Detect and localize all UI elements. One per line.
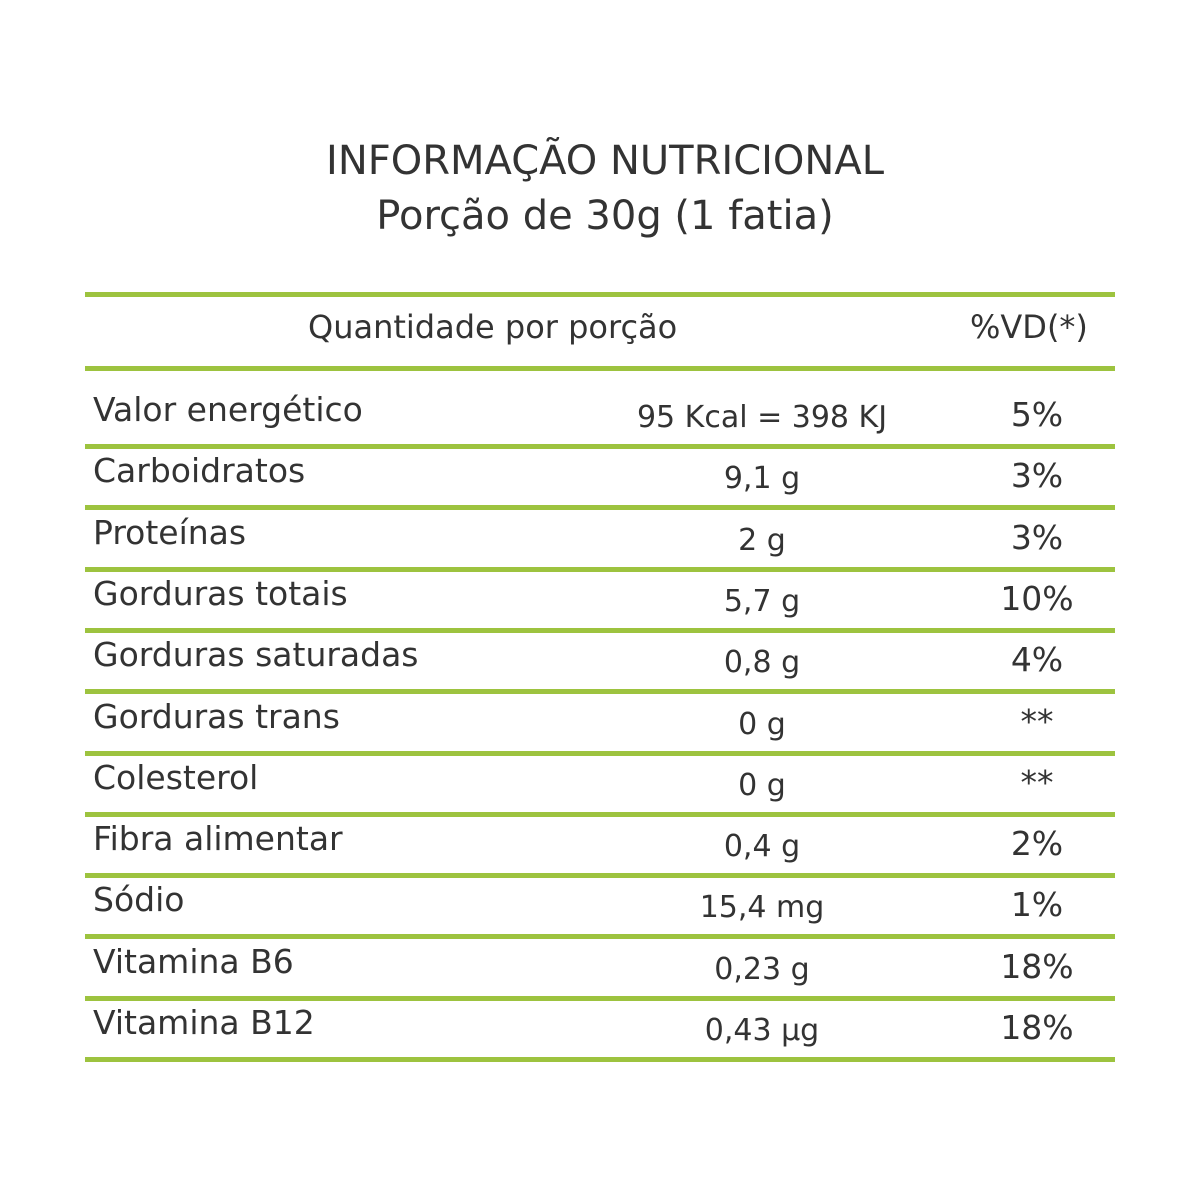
- daily-value: 1%: [1010, 885, 1064, 925]
- nutrient: Fibra alimentar: [93, 819, 343, 859]
- nutrient: Sódio: [93, 880, 185, 920]
- rule: [85, 689, 1115, 695]
- nutrient: Proteínas: [93, 512, 247, 552]
- amount: 0,43 µg: [704, 1013, 820, 1048]
- daily-value: 5%: [1010, 395, 1064, 434]
- amount: 2 g: [738, 522, 786, 558]
- rule: [85, 627, 1115, 633]
- amount: 95 Kcal = 398 KJ: [636, 400, 888, 435]
- rule: [85, 444, 1115, 449]
- daily-value: **: [1020, 701, 1054, 741]
- rule: [85, 566, 1115, 572]
- amount: 0 g: [738, 767, 786, 803]
- nutrient: Colesterol: [93, 757, 259, 797]
- column-header: %VD(*): [970, 308, 1088, 346]
- rule: [85, 505, 1115, 511]
- daily-value: **: [1020, 762, 1054, 802]
- rule: [85, 1057, 1115, 1062]
- daily-value: 18%: [1000, 1008, 1074, 1047]
- nutrient: Valor energético: [93, 390, 363, 429]
- rule: [85, 292, 1115, 297]
- rule: [85, 750, 1115, 756]
- daily-value: 18%: [1000, 946, 1074, 986]
- rule: [85, 934, 1115, 940]
- title: INFORMAÇÃO NUTRICIONAL: [326, 138, 884, 184]
- amount: 0,4 g: [723, 829, 801, 865]
- daily-value: 2%: [1010, 824, 1064, 864]
- amount: 9,1 g: [723, 461, 801, 497]
- amount: 5,7 g: [723, 583, 801, 619]
- daily-value: 3%: [1010, 456, 1064, 496]
- rule: [85, 995, 1115, 1001]
- amount: 15,4 mg: [699, 890, 825, 926]
- column-header: Quantidade por porção: [308, 308, 678, 346]
- nutrient: Gorduras saturadas: [93, 635, 419, 675]
- rule: [85, 811, 1115, 817]
- subtitle: Porção de 30g (1 fatia): [376, 193, 834, 239]
- amount: 0,8 g: [723, 645, 801, 681]
- nutrient: Vitamina B6: [93, 941, 294, 981]
- rule: [85, 366, 1115, 371]
- daily-value: 10%: [1000, 578, 1074, 618]
- nutrient: Vitamina B12: [93, 1003, 315, 1042]
- rule: [85, 873, 1115, 879]
- nutrient: Gorduras trans: [93, 696, 340, 736]
- nutrient: Carboidratos: [93, 451, 306, 491]
- daily-value: 3%: [1010, 517, 1064, 557]
- daily-value: 4%: [1010, 640, 1064, 680]
- amount: 0 g: [738, 706, 786, 742]
- amount: 0,23 g: [714, 951, 810, 987]
- nutrient: Gorduras totais: [93, 573, 348, 613]
